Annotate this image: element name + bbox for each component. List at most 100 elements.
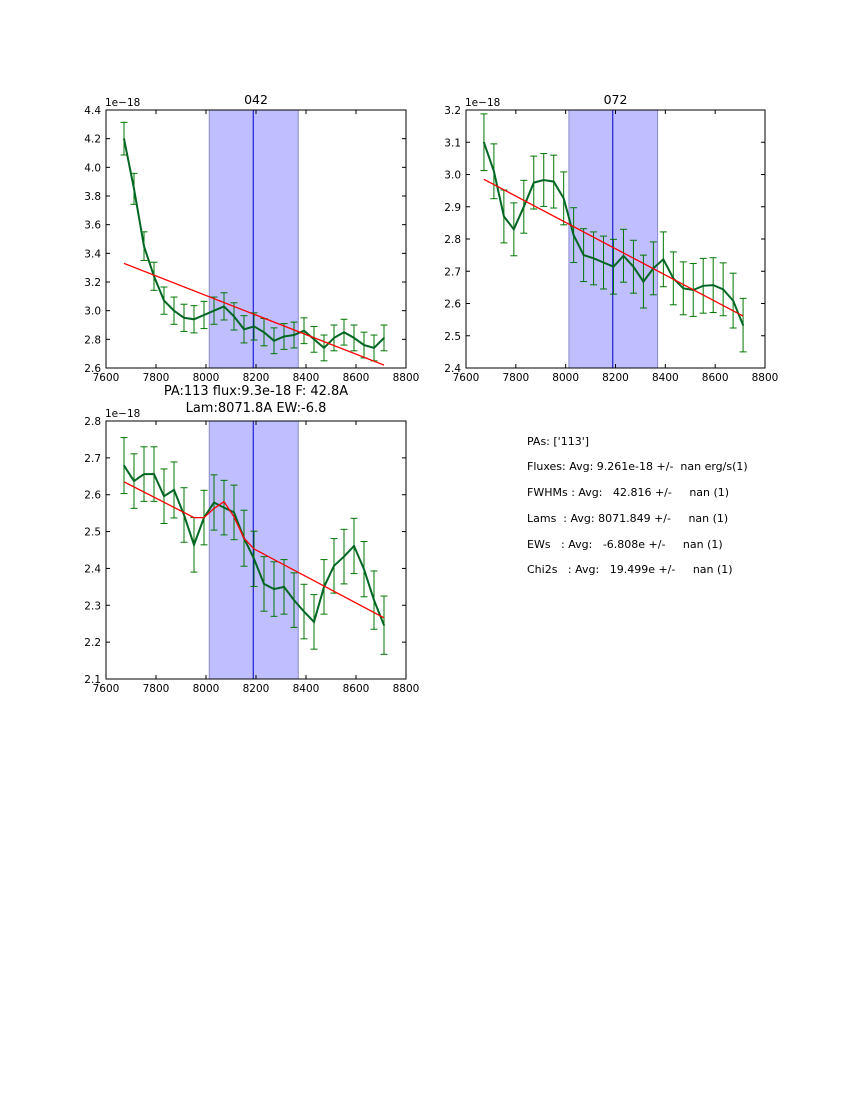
y-tick-label: 3.6 (84, 220, 101, 232)
data-point (503, 215, 505, 218)
data-point (213, 309, 215, 312)
x-tick-label: 8000 (552, 372, 579, 384)
axis-offset-label: 1e−18 (105, 408, 140, 420)
data-point (483, 141, 485, 144)
y-tick-label: 3.4 (84, 248, 101, 260)
data-point (223, 305, 225, 308)
y-tick-label: 2.6 (84, 363, 101, 375)
x-tick-label: 8200 (602, 372, 629, 384)
data-point (293, 334, 295, 336)
data-point (273, 339, 275, 342)
data-point (612, 265, 615, 268)
data-point (562, 197, 565, 200)
data-point (323, 347, 325, 349)
x-tick-label: 7800 (143, 372, 170, 384)
x-tick-label: 8400 (293, 372, 320, 384)
data-point (383, 337, 385, 339)
data-point (303, 329, 305, 332)
y-tick-label: 2.7 (444, 266, 461, 278)
data-point (173, 489, 175, 491)
data-point (353, 545, 355, 547)
data-point (513, 228, 515, 231)
fit-line (123, 262, 385, 366)
data-point (163, 299, 165, 302)
chart-panel-pa113: 7600 7800 8000 8200 8400 8600 8800 2.1 2.2 2.3 2.4… (84, 408, 419, 695)
data-point (163, 495, 165, 497)
y-tick-label: 2.4 (444, 363, 461, 375)
y-tick-label: 2.5 (444, 331, 461, 343)
data-point (532, 181, 535, 184)
x-tick-label: 8200 (243, 683, 270, 695)
data-point (592, 257, 595, 260)
y-tick-label: 4.2 (84, 134, 101, 146)
x-tick-label: 7600 (93, 372, 120, 384)
summary-lams: Lams : Avg: 8071.849 +/- nan (1) (527, 512, 729, 525)
data-point (243, 328, 245, 331)
y-tick-label: 3.8 (84, 191, 101, 203)
data-point (123, 464, 125, 467)
data-point (133, 188, 135, 190)
data-point (363, 344, 365, 346)
data-point (712, 284, 714, 286)
x-tick-label: 8600 (343, 372, 370, 384)
panel3-title-line1: PA:113 flux:9.3e-18 F: 42.8A (163, 384, 349, 399)
data-point (193, 544, 195, 546)
data-point (333, 337, 335, 339)
summary-chi2s: Chi2s : Avg: 19.499e +/- nan (1) (527, 563, 733, 576)
y-tick-label: 2.9 (444, 202, 461, 214)
data-point (622, 254, 625, 257)
x-tick-label: 7600 (453, 372, 480, 384)
data-point (343, 331, 345, 333)
data-point (732, 299, 734, 302)
fit-line (483, 178, 744, 317)
chart-title: 042 (244, 92, 268, 107)
data-point (373, 347, 375, 349)
data-point (702, 284, 705, 287)
data-point (602, 261, 605, 264)
y-tick-label: 3.0 (84, 306, 101, 318)
data-point (233, 315, 235, 318)
data-point (373, 599, 375, 601)
data-point (233, 511, 235, 514)
data-point (662, 258, 665, 261)
data-point (572, 234, 575, 236)
panel3-title-line2: Lam:8071.8A EW:-6.8 (185, 401, 327, 416)
data-point (183, 317, 185, 319)
x-tick-label: 8800 (752, 372, 779, 384)
x-tick-label: 8800 (393, 372, 420, 384)
axis-offset-label: 1e−18 (465, 97, 500, 109)
y-tick-label: 3.0 (444, 170, 461, 182)
y-tick-label: 2.2 (84, 637, 101, 649)
y-tick-label: 3.2 (444, 105, 461, 117)
y-tick-label: 2.4 (84, 563, 101, 575)
summary-pas: PAs: ['113'] (527, 435, 590, 448)
x-tick-label: 7800 (143, 683, 170, 695)
data-point (293, 599, 295, 601)
data-point (582, 254, 585, 256)
data-point (143, 245, 145, 247)
chart-title: 072 (604, 92, 628, 107)
data-point (253, 558, 255, 560)
data-point (223, 506, 225, 509)
y-tick-label: 4.4 (84, 105, 101, 117)
chart-panel-072: 7600 7800 8000 8200 8400 8600 8800 2.4 2.5 2.6 2.7… (444, 92, 778, 384)
x-tick-label: 8800 (393, 683, 420, 695)
y-tick-label: 4.0 (84, 162, 101, 174)
y-tick-label: 2.6 (84, 490, 101, 502)
fit-line (123, 481, 385, 619)
data-point (353, 337, 355, 339)
x-tick-label: 8200 (243, 372, 270, 384)
y-tick-label: 2.5 (84, 527, 101, 539)
data-point (642, 280, 645, 283)
data-point (493, 170, 495, 173)
data-point (383, 624, 385, 626)
y-tick-label: 2.8 (444, 234, 461, 246)
data-point (542, 179, 545, 181)
data-point (742, 324, 744, 326)
data-point (552, 180, 555, 183)
y-tick-label: 3.2 (84, 277, 101, 289)
data-point (123, 137, 125, 140)
y-tick-label: 2.8 (84, 416, 101, 428)
data-point (313, 338, 315, 341)
x-tick-label: 8000 (193, 683, 220, 695)
